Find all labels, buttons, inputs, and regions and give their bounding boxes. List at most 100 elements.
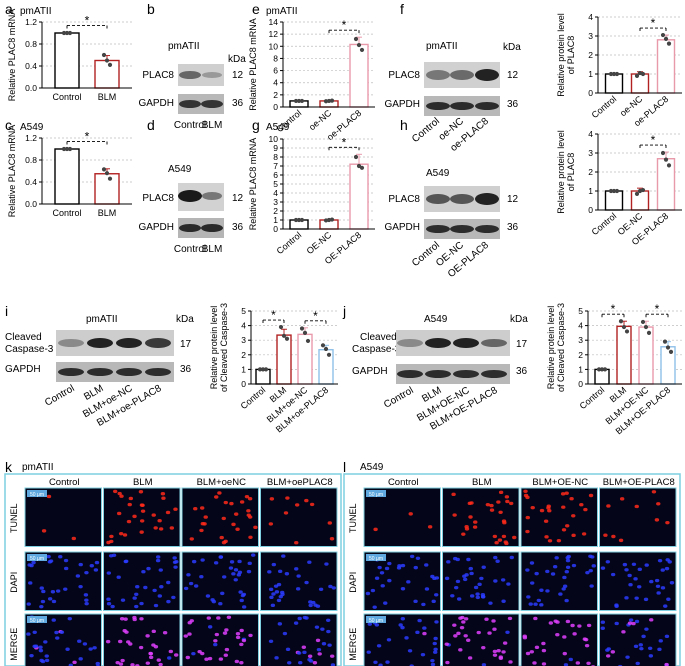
y-tick-label: 3: [588, 148, 593, 158]
micro-nucleus: [282, 631, 288, 636]
micro-nucleus: [88, 647, 93, 651]
micro-nucleus: [187, 632, 192, 636]
data-point: [101, 167, 107, 172]
data-point: [107, 176, 113, 181]
micro-nucleus: [563, 663, 569, 666]
micro-nucleus: [372, 605, 377, 609]
micro-nucleus: [122, 533, 128, 537]
blot-i-band: [58, 368, 84, 376]
blot-i-band: [116, 338, 142, 348]
data-point: [299, 98, 305, 104]
blot-i-kda: kDa: [176, 314, 194, 325]
micro-nucleus: [191, 559, 197, 564]
micro-nucleus: [44, 654, 49, 658]
micro-nucleus: [610, 650, 616, 654]
blot-d-band: [178, 190, 202, 202]
micro-nucleus: [644, 627, 649, 631]
micro-nucleus: [571, 533, 576, 538]
y-tick-label: 5: [273, 179, 278, 189]
micro-nucleus: [326, 629, 331, 634]
micro-nucleus: [501, 599, 506, 603]
micro-nucleus: [217, 491, 222, 495]
micro-nucleus: [84, 598, 89, 602]
micro-nucleus: [43, 640, 48, 644]
data-point: [67, 146, 73, 152]
micro-nucleus: [451, 492, 456, 497]
micro-nucleus: [109, 534, 114, 539]
micro-nucleus: [139, 519, 145, 523]
micro-nucleus: [543, 519, 549, 523]
micro-nucleus: [534, 571, 539, 576]
micro-tile: [363, 487, 441, 547]
micro-nucleus: [481, 565, 486, 569]
micro-nucleus: [204, 657, 209, 661]
chart-h: 0 1 2 3 4 Relative protein level of PLAC8 Contr…: [556, 129, 682, 247]
micro-nucleus: [117, 639, 123, 644]
blot-b-cell-label: pmATII: [168, 41, 199, 52]
blot-h-gapdh-label: GAPDH: [384, 222, 420, 233]
blot-h-mw-36: 36: [507, 222, 519, 233]
micro-nucleus: [432, 576, 437, 581]
micro-nucleus: [434, 593, 439, 597]
y-tick-label: 5: [241, 306, 246, 316]
micro-nucleus: [78, 584, 83, 589]
micro-nucleus: [666, 597, 671, 601]
panel-letter-l: l: [343, 459, 346, 475]
micro-nucleus: [106, 597, 111, 601]
micro-nucleus: [189, 619, 194, 623]
micro-nucleus: [484, 617, 489, 621]
y-tick-label: 3: [578, 335, 583, 345]
data-point: [599, 367, 605, 372]
bar: [630, 190, 650, 211]
y-tick-label: 4: [578, 321, 583, 331]
micro-nucleus: [124, 630, 129, 634]
blot-d-cell-label: A549: [168, 164, 192, 175]
data-point: [320, 343, 326, 348]
blot-f-lane-label: Control: [410, 116, 442, 145]
scale-bar-box: [27, 490, 47, 497]
micro-nucleus: [250, 553, 256, 557]
micro-nucleus: [315, 638, 321, 643]
panel-letter-b: b: [147, 1, 155, 17]
micro-nucleus: [458, 616, 463, 620]
scale-bar-label: 50 μm: [369, 556, 383, 562]
micro-nucleus: [84, 601, 89, 606]
micro-nucleus: [658, 639, 663, 643]
micro-nucleus: [386, 638, 392, 642]
micro-nucleus: [541, 648, 547, 653]
micro-nucleus: [72, 660, 77, 665]
micro-nucleus: [462, 577, 468, 582]
data-point: [329, 98, 335, 103]
y-tick-label: 4: [588, 129, 593, 139]
micro-nucleus: [446, 560, 451, 564]
scale-bar-box: [366, 490, 386, 497]
micro-nucleus: [492, 534, 498, 539]
micro-nucleus: [59, 630, 65, 634]
y-tick-label: 4: [241, 321, 246, 331]
blot-i-cleaved-2: Caspase-3: [5, 344, 54, 355]
micro-nucleus: [78, 657, 83, 661]
micro-nucleus: [63, 558, 69, 563]
micro-nucleus: [485, 502, 491, 507]
micro-nucleus: [634, 619, 640, 624]
blot-d-mw-12: 12: [232, 193, 244, 204]
significance-star: *: [655, 302, 660, 316]
micro-nucleus: [550, 572, 556, 576]
x-tick-label: Control: [590, 94, 619, 120]
micro-nucleus: [128, 496, 134, 501]
micro-nucleus: [378, 663, 383, 666]
blot-h-band: [450, 225, 474, 233]
micro-nucleus: [400, 625, 405, 630]
micro-nucleus: [119, 494, 124, 498]
micro-nucleus: [433, 636, 438, 641]
micro-nucleus: [186, 573, 191, 577]
blot-j-band: [425, 338, 451, 348]
y-axis-label: Relative protein level: [556, 130, 566, 214]
micro-nucleus: [553, 619, 558, 623]
micro-nucleus: [385, 660, 390, 664]
micro-nucleus: [55, 636, 60, 640]
micro-nucleus: [307, 654, 313, 658]
data-point: [660, 32, 666, 38]
blot-j-mw-17: 17: [516, 339, 528, 350]
micro-nucleus: [618, 538, 624, 543]
